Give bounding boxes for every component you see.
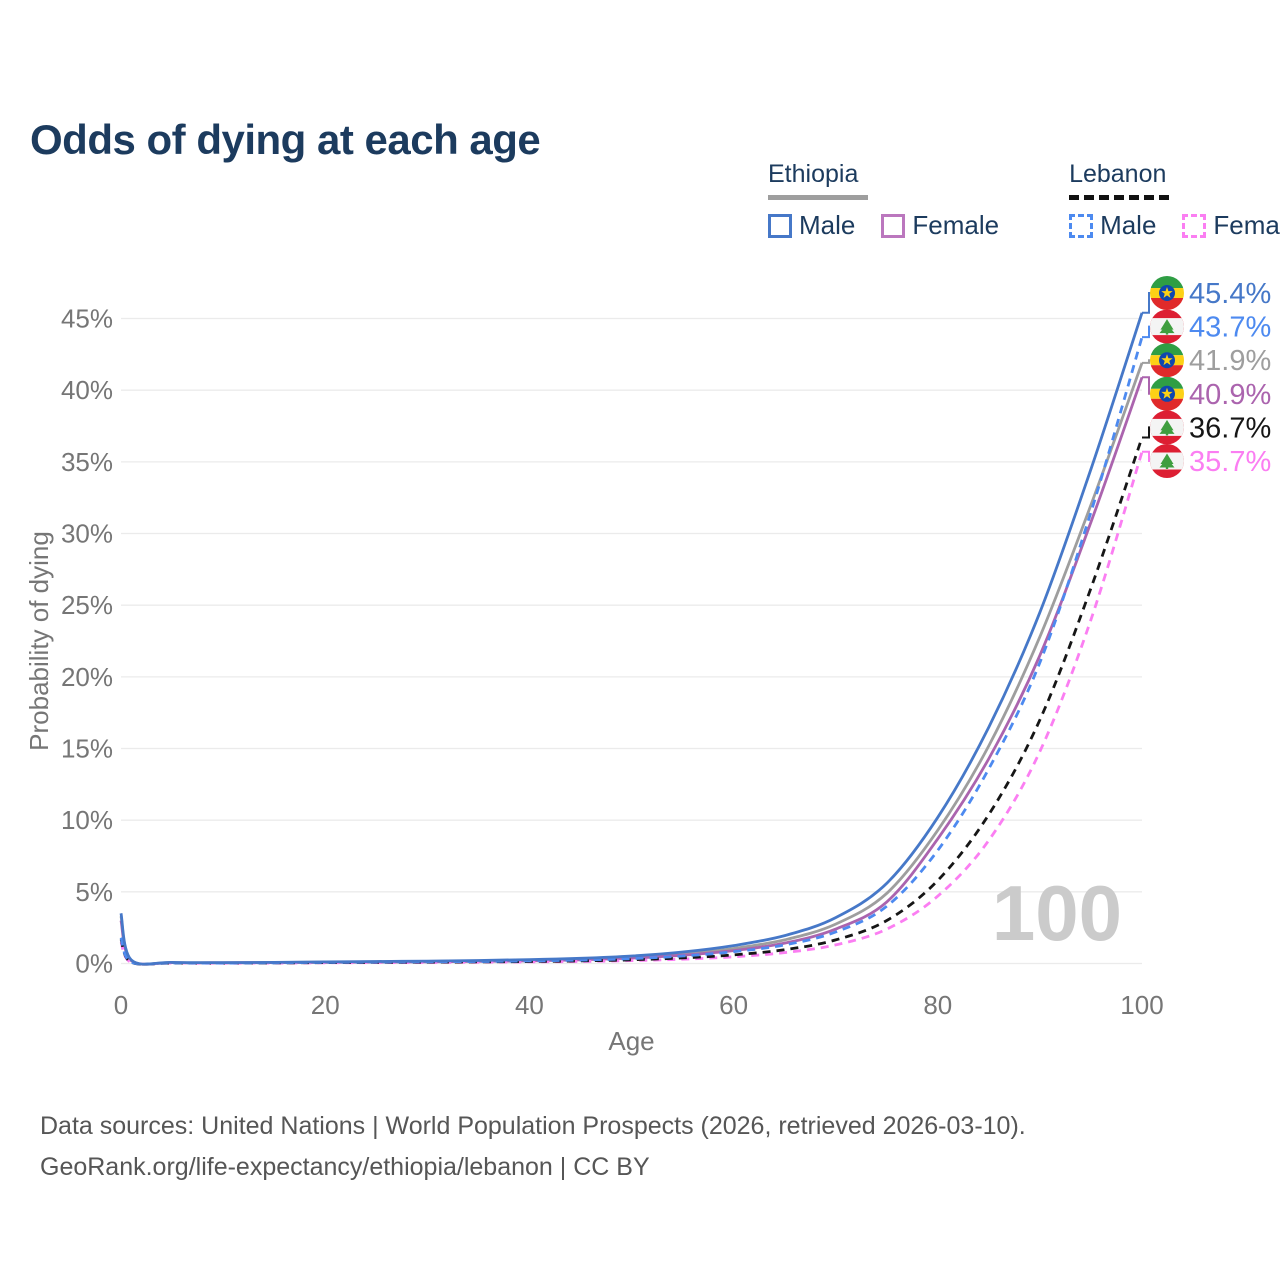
end-value-label-lebanon-female: 35.7% [1189, 446, 1271, 478]
lebanon-flag-icon [1150, 309, 1184, 344]
legend-label-lebanon-female: Female [1213, 210, 1280, 240]
flag-cedar [1159, 424, 1175, 434]
legend-item-ethiopia-female[interactable]: Female [881, 210, 999, 241]
flag-stripe [1150, 376, 1184, 389]
x-tick-label: 40 [515, 990, 544, 1020]
legend-group-ethiopia: Ethiopia Male Female [768, 160, 999, 241]
legend-label-lebanon-male: Male [1100, 210, 1157, 240]
y-tick-label: 0% [75, 949, 113, 979]
series-line-lebanon-male[interactable] [119, 336, 1144, 966]
y-tick-label: 45% [61, 304, 113, 334]
end-value-label-ethiopia-both-sexes: 41.9% [1189, 345, 1271, 377]
footer-line-attribution: GeoRank.org/life-expectancy/ethiopia/leb… [40, 1152, 650, 1181]
flag-stripe [1150, 365, 1184, 378]
legend-label-ethiopia-male: Male [799, 210, 856, 240]
y-tick-label: 5% [75, 877, 113, 907]
y-tick-label: 10% [61, 805, 113, 835]
flag-stripe [1150, 298, 1184, 310]
y-tick-label: 20% [61, 662, 113, 692]
y-tick-label: 30% [61, 519, 113, 549]
footer-line-sources: Data sources: United Nations | World Pop… [40, 1112, 1026, 1140]
flag-stripe [1150, 398, 1184, 411]
flag-cedar-trunk [1165, 464, 1169, 469]
x-tick-label: 20 [311, 990, 340, 1020]
flag-emblem-star [1161, 287, 1173, 298]
y-axis-title: Probability of dying [24, 531, 54, 751]
legend-header-ethiopia: Ethiopia [768, 160, 868, 200]
flag-cedar [1159, 323, 1175, 334]
legend-label-ethiopia-female: Female [912, 210, 1000, 240]
legend-group-lebanon: Lebanon Male Female [1069, 160, 1280, 241]
legend-item-lebanon-female[interactable]: Female [1182, 210, 1280, 241]
flag-cedar-trunk [1165, 329, 1169, 335]
end-value-label-ethiopia-female: 40.9% [1189, 379, 1271, 411]
data-sources-footer: Data sources: United Nations | World Pop… [40, 1106, 1026, 1187]
x-tick-label: 100 [1120, 990, 1163, 1020]
series-line-ethiopia-both-sexes[interactable] [119, 362, 1144, 966]
y-tick-label: 15% [61, 734, 113, 764]
ethiopia-flag-icon [1150, 376, 1184, 411]
legend-items-lebanon: Male Female [1069, 210, 1280, 241]
y-tick-label: 25% [61, 590, 113, 620]
y-tick-label: 35% [61, 447, 113, 477]
flag-cedar-trunk [1165, 430, 1169, 436]
lebanon-female-swatch [1182, 213, 1207, 238]
legend-items-ethiopia: Male Female [768, 210, 999, 241]
flag-stripe [1150, 343, 1184, 356]
x-tick-label: 60 [719, 990, 748, 1020]
series-line-ethiopia-male[interactable] [119, 312, 1144, 966]
ethiopia-male-swatch [768, 213, 792, 238]
ethiopia-flag-icon [1150, 276, 1184, 310]
page-title: Odds of dying at each age [30, 116, 541, 164]
flag-cedar [1159, 458, 1175, 468]
legend: Ethiopia Male Female Lebanon Male [768, 160, 1280, 241]
flag-stripe [1150, 276, 1184, 288]
x-tick-label: 0 [114, 990, 128, 1020]
flag-emblem-star [1161, 387, 1173, 399]
x-tick-label: 80 [923, 990, 952, 1020]
series-line-lebanon-both-sexes[interactable] [119, 437, 1144, 966]
legend-header-lebanon: Lebanon [1069, 160, 1170, 200]
ethiopia-female-swatch [881, 213, 906, 238]
age-watermark: 100 [992, 869, 1122, 957]
end-value-label-ethiopia-male: 45.4% [1189, 278, 1271, 310]
legend-item-lebanon-male[interactable]: Male [1069, 210, 1156, 241]
lebanon-flag-icon [1150, 444, 1184, 478]
y-tick-label: 40% [61, 375, 113, 405]
lebanon-male-swatch [1069, 213, 1094, 238]
series-line-ethiopia-female[interactable] [119, 376, 1144, 966]
end-value-label-lebanon-both-sexes: 36.7% [1189, 412, 1271, 444]
x-axis-title: Age [608, 1026, 654, 1056]
series-line-lebanon-female[interactable] [119, 451, 1144, 966]
flag-emblem-star [1161, 354, 1173, 366]
legend-item-ethiopia-male[interactable]: Male [768, 210, 855, 241]
end-value-label-lebanon-male: 43.7% [1189, 312, 1271, 344]
ethiopia-flag-icon [1150, 343, 1184, 378]
lebanon-flag-icon [1150, 410, 1184, 445]
